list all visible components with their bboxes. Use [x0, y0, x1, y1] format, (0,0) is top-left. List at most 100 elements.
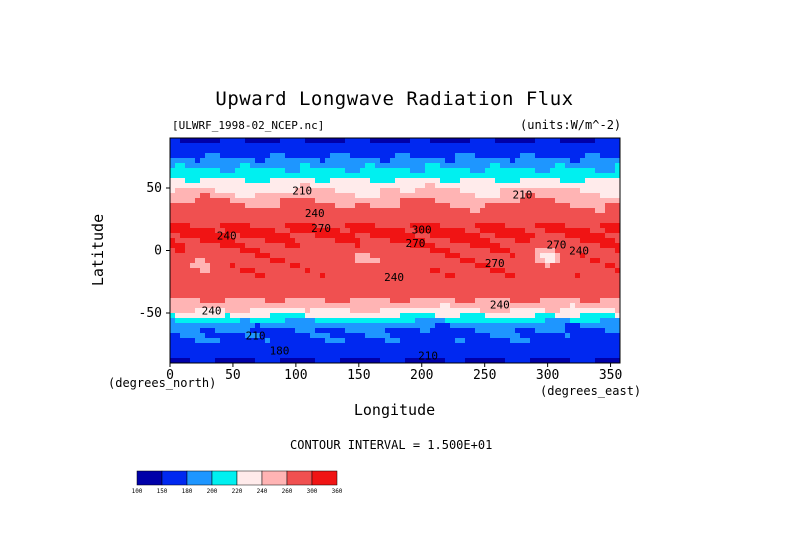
heatmap-cell — [460, 248, 466, 254]
heatmap-cell — [525, 353, 531, 359]
heatmap-cell — [445, 328, 451, 334]
heatmap-cell — [385, 168, 391, 174]
heatmap-cell — [270, 233, 276, 239]
heatmap-cell — [190, 273, 196, 279]
heatmap-cell — [305, 158, 311, 164]
heatmap-cell — [535, 288, 541, 294]
heatmap-cell — [335, 143, 341, 149]
heatmap-cell — [450, 358, 456, 363]
heatmap-cell — [600, 208, 606, 214]
heatmap-cell — [260, 333, 266, 339]
heatmap-cell — [365, 178, 371, 184]
heatmap-cell — [190, 198, 196, 204]
heatmap-cell — [175, 268, 181, 274]
heatmap-cell — [465, 268, 471, 274]
heatmap-cell — [170, 188, 176, 194]
heatmap-cell — [570, 298, 576, 304]
heatmap-cell — [175, 288, 181, 294]
heatmap-cell — [380, 348, 386, 354]
heatmap-cell — [365, 213, 371, 219]
heatmap-cell — [415, 223, 421, 229]
heatmap-cell — [235, 138, 241, 144]
heatmap-cell — [490, 258, 496, 264]
heatmap-cell — [535, 298, 541, 304]
heatmap-cell — [215, 298, 221, 304]
heatmap-cell — [185, 188, 191, 194]
heatmap-cell — [175, 173, 181, 179]
heatmap-cell — [555, 333, 561, 339]
heatmap-cell — [350, 138, 356, 144]
heatmap-cell — [250, 358, 256, 363]
heatmap-cell — [260, 313, 266, 319]
heatmap-cell — [170, 218, 176, 224]
heatmap-cell — [500, 258, 506, 264]
heatmap-cell — [220, 143, 226, 149]
heatmap-cell — [425, 168, 431, 174]
heatmap-cell — [605, 343, 611, 349]
heatmap-cell — [370, 318, 376, 324]
heatmap-cell — [305, 288, 311, 294]
heatmap-cell — [445, 298, 451, 304]
heatmap-cell — [370, 218, 376, 224]
heatmap-cell — [570, 193, 576, 199]
heatmap-cell — [460, 213, 466, 219]
heatmap-cell — [495, 188, 501, 194]
heatmap-cell — [365, 288, 371, 294]
heatmap-cell — [550, 263, 556, 269]
heatmap-cell — [485, 198, 491, 204]
heatmap-cell — [430, 168, 436, 174]
heatmap-cell — [380, 273, 386, 279]
heatmap-cell — [190, 308, 196, 314]
heatmap-cell — [390, 198, 396, 204]
heatmap-cell — [245, 138, 251, 144]
heatmap-cell — [255, 208, 261, 214]
heatmap-cell — [495, 313, 501, 319]
heatmap-cell — [475, 358, 481, 363]
heatmap-cell — [550, 183, 556, 189]
heatmap-cell — [610, 318, 616, 324]
heatmap-cell — [470, 203, 476, 209]
heatmap-cell — [265, 233, 271, 239]
heatmap-cell — [190, 253, 196, 259]
heatmap-cell — [235, 358, 241, 363]
heatmap-cell — [325, 223, 331, 229]
heatmap-cell — [595, 153, 601, 159]
heatmap-cell — [490, 358, 496, 363]
heatmap-cell — [270, 243, 276, 249]
heatmap-cell — [210, 138, 216, 144]
heatmap-cell — [260, 343, 266, 349]
heatmap-cell — [305, 248, 311, 254]
heatmap-cell — [205, 158, 211, 164]
heatmap-cell — [295, 343, 301, 349]
heatmap-cell — [225, 283, 231, 289]
heatmap-cell — [235, 313, 241, 319]
heatmap-cell — [245, 348, 251, 354]
heatmap-cell — [175, 168, 181, 174]
heatmap-cell — [310, 258, 316, 264]
heatmap-cell — [235, 183, 241, 189]
heatmap-cell — [310, 153, 316, 159]
heatmap-cell — [480, 243, 486, 249]
heatmap-cell — [520, 353, 526, 359]
heatmap-cell — [290, 328, 296, 334]
heatmap-cell — [565, 328, 571, 334]
heatmap-cell — [250, 353, 256, 359]
heatmap-cell — [535, 318, 541, 324]
heatmap-cell — [340, 198, 346, 204]
heatmap-cell — [535, 273, 541, 279]
heatmap-cell — [350, 233, 356, 239]
heatmap-cell — [585, 143, 591, 149]
heatmap-cell — [500, 263, 506, 269]
heatmap-cell — [300, 168, 306, 174]
heatmap-cell — [595, 328, 601, 334]
heatmap-cell — [325, 303, 331, 309]
heatmap-cell — [365, 273, 371, 279]
heatmap-cell — [270, 343, 276, 349]
heatmap-cell — [590, 343, 596, 349]
heatmap-cell — [460, 138, 466, 144]
heatmap-cell — [220, 333, 226, 339]
heatmap-cell — [550, 203, 556, 209]
heatmap-cell — [355, 248, 361, 254]
heatmap-cell — [270, 353, 276, 359]
heatmap-cell — [440, 183, 446, 189]
